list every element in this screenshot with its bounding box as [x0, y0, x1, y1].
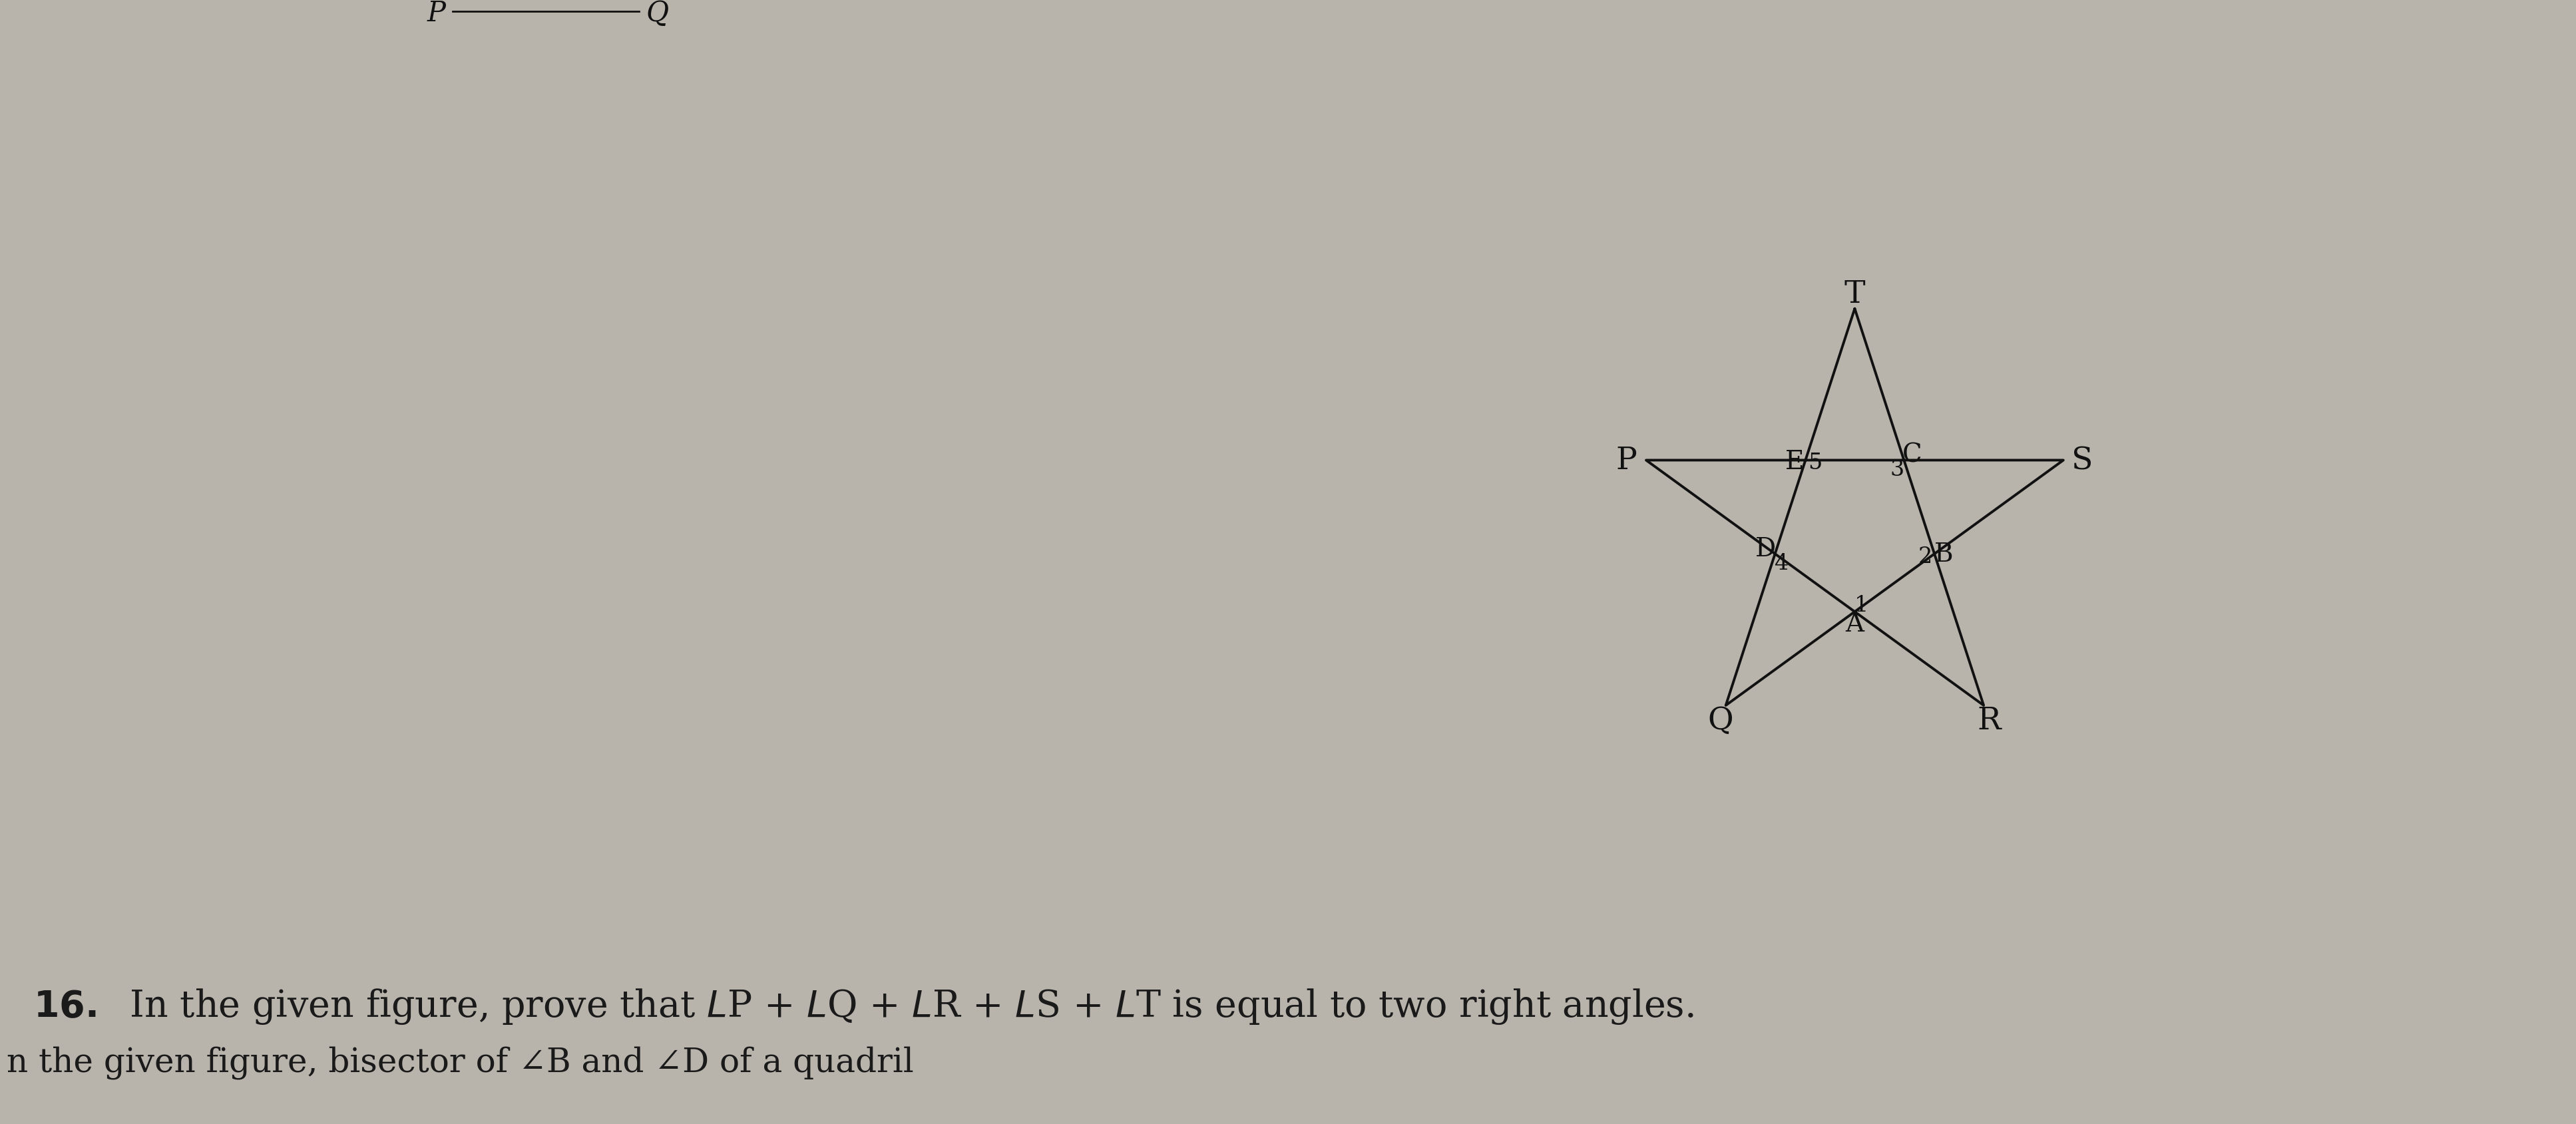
- Text: A: A: [1844, 611, 1865, 636]
- Text: Q: Q: [647, 0, 667, 27]
- Text: n the given figure, bisector of ∠B and ∠D of a quadril: n the given figure, bisector of ∠B and ∠…: [8, 1045, 914, 1079]
- Text: P: P: [428, 0, 446, 27]
- Text: C: C: [1901, 443, 1922, 468]
- Text: B: B: [1935, 542, 1953, 566]
- Text: 5: 5: [1808, 453, 1821, 474]
- Text: E: E: [1785, 450, 1803, 474]
- Text: Q: Q: [1708, 705, 1734, 735]
- Text: T: T: [1844, 280, 1865, 309]
- Text: D: D: [1754, 536, 1775, 561]
- Text: 2: 2: [1919, 546, 1932, 568]
- Text: 4: 4: [1775, 553, 1788, 574]
- Text: $\bf{16.}$  In the given figure, prove that $\it{L}$P + $\it{L}$Q + $\it{L}$R + : $\bf{16.}$ In the given figure, prove th…: [33, 987, 1695, 1025]
- Text: P: P: [1615, 445, 1636, 475]
- Text: S: S: [2071, 445, 2092, 475]
- Text: R: R: [1978, 705, 2002, 735]
- Text: 1: 1: [1855, 595, 1868, 616]
- Text: 3: 3: [1891, 460, 1904, 480]
